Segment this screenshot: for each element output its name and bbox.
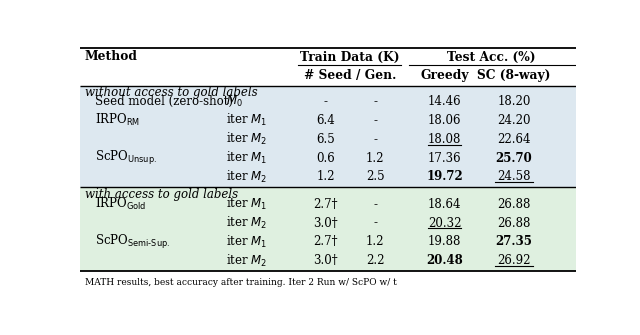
Text: 19.88: 19.88 (428, 236, 461, 248)
Text: -: - (373, 216, 377, 229)
Text: MATH results, best accuracy after training. Iter 2 Run w/ ScPO w/ t: MATH results, best accuracy after traini… (85, 277, 397, 286)
Text: ScPO$_{\rm Semi\text{-}Sup.}$: ScPO$_{\rm Semi\text{-}Sup.}$ (95, 233, 170, 251)
Text: Test Acc. (%): Test Acc. (%) (447, 51, 536, 63)
Text: iter $M_1$: iter $M_1$ (227, 112, 268, 129)
Text: 6.5: 6.5 (316, 133, 335, 146)
Text: 2.5: 2.5 (366, 171, 385, 184)
Text: -: - (373, 114, 377, 127)
Text: 26.88: 26.88 (497, 216, 531, 229)
Text: 20.32: 20.32 (428, 216, 461, 229)
Text: -: - (323, 95, 328, 108)
Bar (80, 187, 576, 271)
Text: 6.4: 6.4 (316, 114, 335, 127)
Text: 1.2: 1.2 (316, 171, 335, 184)
Text: 18.06: 18.06 (428, 114, 461, 127)
Text: iter $M_2$: iter $M_2$ (227, 253, 268, 269)
Text: IRPO$_{\rm Gold}$: IRPO$_{\rm Gold}$ (95, 196, 147, 212)
Text: Seed model (zero-shot): Seed model (zero-shot) (95, 95, 233, 108)
Text: iter $M_1$: iter $M_1$ (227, 234, 268, 250)
Text: with access to gold labels: with access to gold labels (85, 188, 238, 201)
Text: # Seed / Gen.: # Seed / Gen. (303, 69, 396, 82)
Text: 24.58: 24.58 (497, 171, 531, 184)
Text: -: - (373, 133, 377, 146)
Bar (80, 86, 576, 187)
Text: Greedy: Greedy (420, 69, 469, 82)
Text: Method: Method (85, 51, 138, 63)
Text: 17.36: 17.36 (428, 152, 461, 164)
Text: -: - (373, 95, 377, 108)
Text: ScPO$_{\rm Unsup.}$: ScPO$_{\rm Unsup.}$ (95, 149, 157, 167)
Text: 14.46: 14.46 (428, 95, 461, 108)
Text: 26.92: 26.92 (497, 254, 531, 267)
Text: Train Data (K): Train Data (K) (300, 51, 399, 63)
Text: 2.7†: 2.7† (313, 236, 338, 248)
Text: IRPO$_{\rm RM}$: IRPO$_{\rm RM}$ (95, 112, 140, 129)
Text: 2.2: 2.2 (366, 254, 385, 267)
Text: 24.20: 24.20 (497, 114, 531, 127)
Text: without access to gold labels: without access to gold labels (85, 86, 257, 99)
Text: 1.2: 1.2 (366, 236, 385, 248)
Text: 22.64: 22.64 (497, 133, 531, 146)
Text: 1.2: 1.2 (366, 152, 385, 164)
Text: 3.0†: 3.0† (313, 254, 338, 267)
Text: 2.7†: 2.7† (313, 198, 338, 211)
Text: 25.70: 25.70 (495, 152, 532, 164)
Text: iter $M_2$: iter $M_2$ (227, 131, 268, 147)
Text: $M_0$: $M_0$ (227, 94, 243, 109)
Text: 3.0†: 3.0† (313, 216, 338, 229)
Text: SC (8-way): SC (8-way) (477, 69, 550, 82)
Text: iter $M_1$: iter $M_1$ (227, 196, 268, 212)
Text: 20.48: 20.48 (426, 254, 463, 267)
Text: 27.35: 27.35 (495, 236, 532, 248)
Text: iter $M_1$: iter $M_1$ (227, 150, 268, 166)
Text: iter $M_2$: iter $M_2$ (227, 169, 268, 185)
Text: 0.6: 0.6 (316, 152, 335, 164)
Text: 18.08: 18.08 (428, 133, 461, 146)
Text: 19.72: 19.72 (426, 171, 463, 184)
Text: 18.64: 18.64 (428, 198, 461, 211)
Text: 26.88: 26.88 (497, 198, 531, 211)
Text: iter $M_2$: iter $M_2$ (227, 215, 268, 231)
Text: -: - (373, 198, 377, 211)
Text: 18.20: 18.20 (497, 95, 531, 108)
